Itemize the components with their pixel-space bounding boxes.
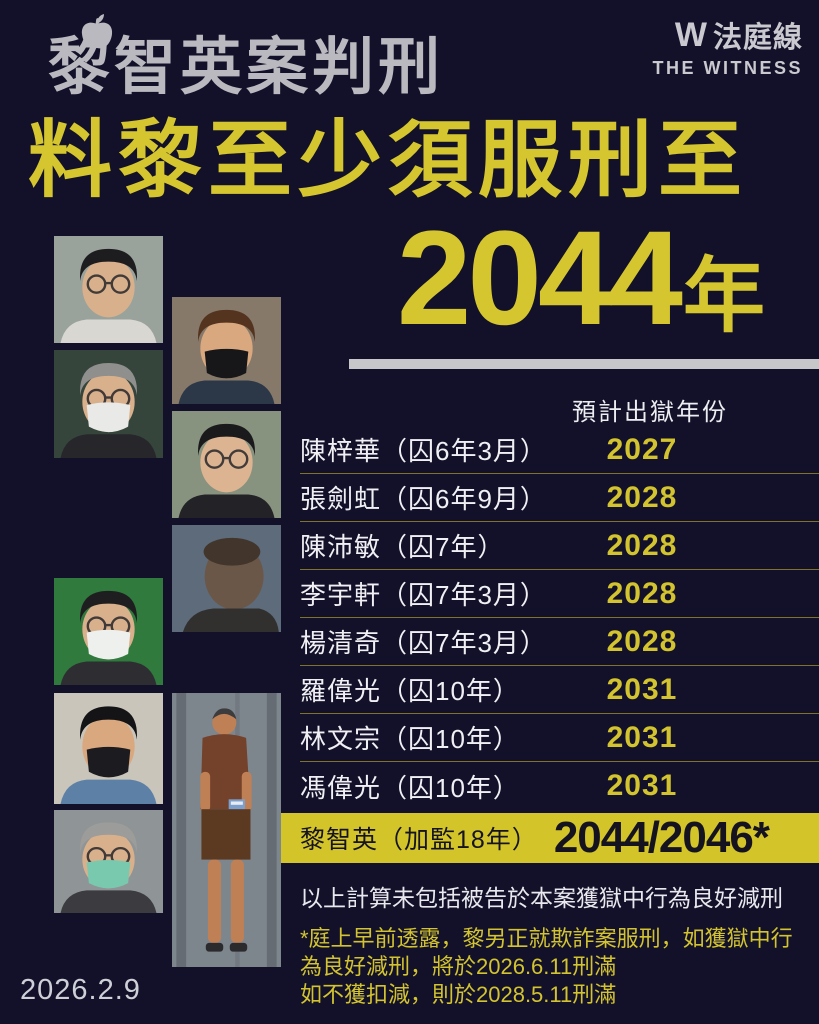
table-row: 羅偉光（囚10年） 2031 (300, 666, 819, 714)
logo-w-mark: W (674, 15, 707, 54)
defendant-photo-2 (54, 350, 163, 458)
logo-en-name: THE WITNESS (652, 58, 803, 78)
defendant-name: 馮偉光（囚10年） (300, 772, 520, 803)
defendant-name: 陳沛敏（囚7年） (300, 532, 505, 562)
release-year: 2028 (606, 480, 678, 514)
photo-jimmy-lai-walking (172, 693, 281, 967)
table-row: 陳沛敏（囚7年） 2028 (300, 522, 819, 570)
table-row: 楊清奇（囚7年3月） 2028 (300, 618, 819, 666)
publish-date: 2026.2.9 (20, 974, 141, 1006)
footnote-line: 如不獲扣減，則於2028.5.11刑滿 (300, 982, 617, 1007)
defendant-photo-6 (54, 578, 163, 685)
defendant-name: 楊清奇（囚7年3月） (300, 628, 547, 658)
highlight-release-year: 2044/2046* (553, 813, 770, 862)
table-row: 陳梓華（囚6年3月） 2027 (300, 426, 819, 474)
column-header-release-year: 預計出獄年份 (572, 399, 728, 426)
apple-icon (81, 14, 113, 49)
table-row: 林文宗（囚10年） 2031 (300, 714, 819, 762)
logo-cjk-name: 法庭線 (712, 22, 803, 54)
defendant-photo-8 (54, 810, 163, 913)
logo: W 法庭線 THE WITNESS (652, 14, 803, 79)
release-year: 2028 (606, 528, 678, 562)
release-year: 2031 (606, 769, 678, 802)
defendant-photo-1 (54, 236, 163, 343)
hero-year-suffix: 年 (682, 251, 765, 342)
footnote-line: 為良好減刑，將於2026.6.11刑滿 (300, 954, 617, 979)
main-headline: 料黎至少須服刑至 (28, 113, 749, 207)
hero-year: 2044 (396, 204, 683, 353)
hero-year-block: 2044 年 (397, 212, 765, 346)
defendant-photo-7 (54, 693, 163, 804)
table-row: 李宇軒（囚7年3月） 2028 (300, 570, 819, 618)
release-year: 2027 (606, 432, 678, 466)
defendant-name: 李宇軒（囚7年3月） (300, 580, 547, 610)
release-year: 2028 (606, 624, 678, 658)
disclaimer-note: 以上計算未包括被告於本案獲獄中行為良好減刑 (300, 885, 783, 911)
highlight-row: 黎智英（加監18年） 2044/2046* (281, 813, 819, 863)
release-year: 2028 (606, 576, 678, 610)
hero-underline (349, 359, 819, 369)
release-year: 2031 (606, 672, 678, 706)
table-row: 張劍虹（囚6年9月） 2028 (300, 474, 819, 522)
footnote: *庭上早前透露，黎另正就欺詐案服刑，如獲獄中行 為良好減刑，將於2026.6.1… (300, 925, 793, 1009)
release-table: 陳梓華（囚6年3月） 2027 張劍虹（囚6年9月） 2028 陳沛敏（囚7年） 2028… (300, 426, 819, 810)
highlight-defendant-name: 黎智英（加監18年） (300, 826, 538, 854)
kicker-title: 黎智英案判刑 (48, 33, 445, 102)
defendant-name: 張劍虹（囚6年9月） (300, 484, 547, 514)
footnote-line: *庭上早前透露，黎另正就欺詐案服刑，如獲獄中行 (300, 926, 793, 951)
defendant-photo-5 (172, 525, 281, 632)
defendant-name: 林文宗（囚10年） (300, 724, 520, 754)
defendant-name: 陳梓華（囚6年3月） (300, 436, 547, 466)
defendant-photo-4 (172, 411, 281, 518)
table-row: 馮偉光（囚10年） 2031 (300, 762, 819, 810)
release-year: 2031 (606, 720, 678, 754)
defendant-photo-3 (172, 297, 281, 404)
defendant-name: 羅偉光（囚10年） (300, 676, 520, 706)
